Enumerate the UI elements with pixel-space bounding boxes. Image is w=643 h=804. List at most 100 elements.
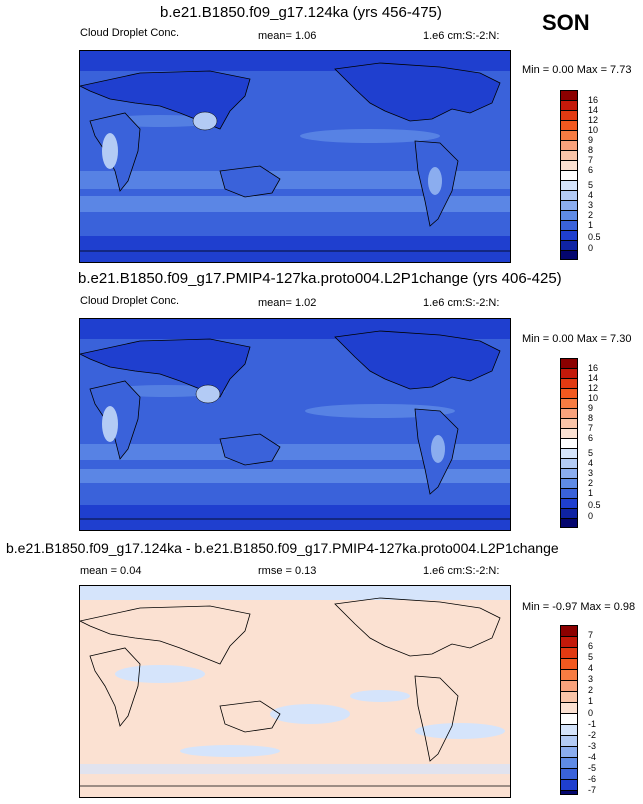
high-value-patch — [102, 133, 118, 169]
colorbar-swatch — [561, 648, 577, 659]
colorbar-label: 9 — [588, 403, 594, 413]
panel2-variable-label: Cloud Droplet Conc. — [80, 295, 180, 307]
colorbar-label: 6 — [588, 641, 594, 651]
colorbar-label: 6 — [588, 165, 594, 175]
diff-negative-patch — [270, 704, 350, 724]
colorbar-swatch — [561, 780, 577, 791]
colorbar-swatch — [561, 251, 577, 259]
diff-negative-patch — [180, 745, 280, 757]
colorbar-swatch — [561, 161, 577, 171]
colorbar-label: 0.5 — [588, 500, 601, 510]
colorbar-label: -3 — [588, 741, 597, 751]
colorbar-swatch — [561, 141, 577, 151]
colorbar-swatch — [561, 429, 577, 439]
colorbar-swatch — [561, 703, 577, 714]
panel2-minmax-label: Min = 0.00 Max = 7.30 — [522, 333, 632, 345]
panel3-units-label: 1.e6 cm:S:-2:N: — [423, 565, 500, 577]
colorbar-swatch — [561, 379, 577, 389]
colorbar-swatch — [561, 769, 577, 780]
colorbar-label: 7 — [588, 630, 594, 640]
colorbar-swatch — [561, 637, 577, 648]
panel3-colorbar — [560, 625, 578, 795]
colorbar-swatch — [561, 409, 577, 419]
colorbar-label: 3 — [588, 468, 594, 478]
colorbar-label: 5 — [588, 180, 594, 190]
colorbar-label: -1 — [588, 719, 597, 729]
colorbar-label: 14 — [588, 373, 599, 383]
north-america — [334, 62, 501, 122]
colorbar-swatch — [561, 181, 577, 191]
panel1-units-label: 1.e6 cm:S:-2:N: — [423, 30, 500, 42]
colorbar-swatch — [561, 111, 577, 121]
panel3-mean-label: mean = 0.04 — [80, 565, 142, 577]
high-value-patch — [431, 435, 445, 463]
colorbar-swatch — [561, 791, 577, 794]
colorbar-label: 4 — [588, 458, 594, 468]
colorbar-label: 12 — [588, 115, 599, 125]
colorbar-label: 16 — [588, 95, 599, 105]
colorbar-label: 8 — [588, 145, 594, 155]
colorbar-swatch — [561, 725, 577, 736]
colorbar-swatch — [561, 469, 577, 479]
colorbar-swatch — [561, 439, 577, 449]
colorbar-label: 7 — [588, 423, 594, 433]
colorbar-swatch — [561, 211, 577, 221]
colorbar-swatch — [561, 714, 577, 725]
high-value-patch — [428, 167, 442, 195]
panel3-map-svg — [80, 586, 510, 797]
australia — [219, 165, 281, 198]
colorbar-swatch — [561, 758, 577, 769]
colorbar-swatch — [561, 389, 577, 399]
southern-band-light — [80, 469, 510, 483]
colorbar-swatch — [561, 681, 577, 692]
colorbar-swatch — [561, 221, 577, 231]
colorbar-swatch — [561, 369, 577, 379]
tropical-band — [300, 129, 440, 143]
panel1-variable-label: Cloud Droplet Conc. — [80, 27, 180, 39]
colorbar-swatch — [561, 519, 577, 527]
diff-negative-patch — [350, 690, 410, 702]
colorbar-label: 4 — [588, 190, 594, 200]
panel1-title: b.e21.B1850.f09_g17.124ka (yrs 456-475) — [160, 4, 442, 21]
high-value-patch — [192, 111, 218, 131]
panel3-title: b.e21.B1850.f09_g17.124ka - b.e21.B1850.… — [6, 540, 559, 556]
colorbar-swatch — [561, 747, 577, 758]
panel1-minmax-label: Min = 0.00 Max = 7.73 — [522, 64, 632, 76]
colorbar-label: 2 — [588, 478, 594, 488]
colorbar-label: -7 — [588, 785, 597, 795]
colorbar-swatch — [561, 489, 577, 499]
colorbar-swatch — [561, 359, 577, 369]
high-value-patch — [102, 406, 118, 442]
colorbar-label: 0.5 — [588, 232, 601, 242]
north-america — [334, 597, 501, 657]
colorbar-label: 1 — [588, 220, 594, 230]
colorbar-swatch — [561, 692, 577, 703]
colorbar-swatch — [561, 191, 577, 201]
colorbar-swatch — [561, 479, 577, 489]
south-america — [414, 675, 459, 762]
colorbar-label: 2 — [588, 685, 594, 695]
africa — [89, 647, 141, 727]
colorbar-swatch — [561, 459, 577, 469]
panel3-map — [79, 585, 511, 798]
panel2-units-label: 1.e6 cm:S:-2:N: — [423, 297, 500, 309]
colorbar-label: 1 — [588, 696, 594, 706]
colorbar-label: 9 — [588, 135, 594, 145]
colorbar-swatch — [561, 101, 577, 111]
colorbar-label: -6 — [588, 774, 597, 784]
diff-negative-patch — [415, 723, 505, 739]
panel1-map — [79, 50, 511, 263]
colorbar-swatch — [561, 736, 577, 747]
colorbar-label: -2 — [588, 730, 597, 740]
colorbar-label: 0 — [588, 708, 594, 718]
panel2-map-svg — [80, 319, 510, 530]
colorbar-swatch — [561, 91, 577, 101]
colorbar-label: 14 — [588, 105, 599, 115]
panel2-map — [79, 318, 511, 531]
colorbar-label: 2 — [588, 210, 594, 220]
colorbar-swatch — [561, 670, 577, 681]
australia — [219, 700, 281, 733]
colorbar-label: 3 — [588, 674, 594, 684]
diff-background — [80, 586, 510, 797]
colorbar-label: 6 — [588, 433, 594, 443]
